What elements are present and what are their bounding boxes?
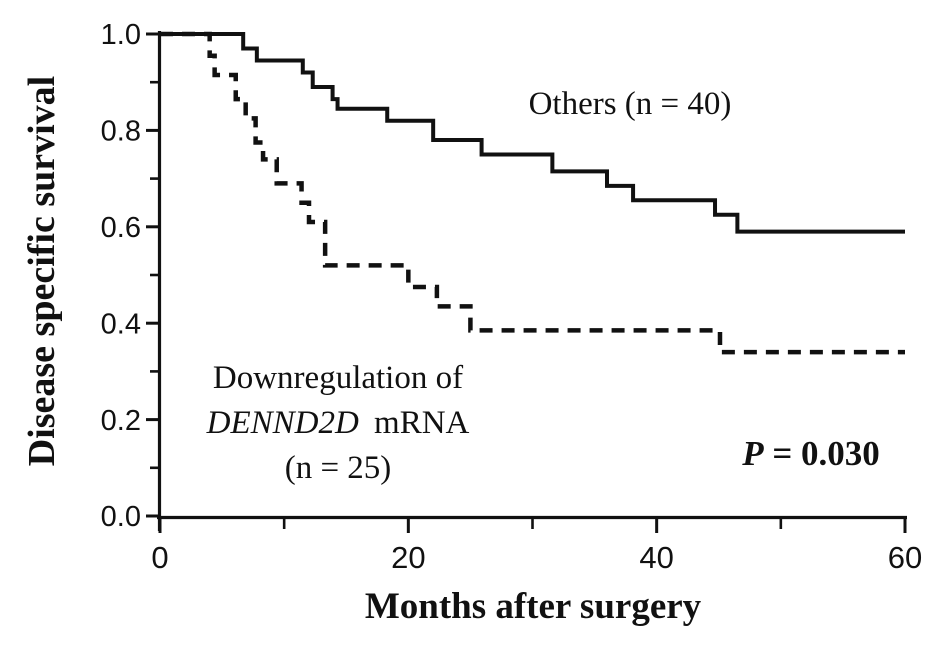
p-value-symbol: P <box>742 434 764 473</box>
y-tick-label: 0.6 <box>101 212 141 244</box>
series-label-downregulation-line2: DENND2D mRNA <box>168 401 508 446</box>
x-tick-label: 0 <box>151 540 168 575</box>
y-tick-label: 0.8 <box>101 116 141 148</box>
gene-name-italic: DENND2D <box>206 405 359 441</box>
y-tick-label: 0.2 <box>101 405 141 437</box>
series-label-downregulation: Downregulation of DENND2D mRNA (n = 25) <box>168 356 508 491</box>
series-label-downregulation-line1: Downregulation of <box>212 360 464 396</box>
y-tick-label: 1.0 <box>101 19 141 51</box>
p-value-number: = 0.030 <box>763 434 880 473</box>
survival-curve-downregulation <box>160 31 905 355</box>
y-tick-label: 0.0 <box>101 501 141 533</box>
x-tick-label: 60 <box>888 540 922 575</box>
x-tick-label: 20 <box>391 540 425 575</box>
y-tick-label: 0.4 <box>101 308 141 340</box>
survival-curve-others <box>160 32 905 234</box>
series-label-downregulation-line2-rest: mRNA <box>365 405 470 441</box>
series-label-downregulation-line3: (n = 25) <box>284 450 392 486</box>
series-label-others: Others (n = 40) <box>528 86 732 122</box>
p-value-annotation: P = 0.030 <box>716 434 906 474</box>
x-axis-title: Months after surgery <box>364 586 702 627</box>
x-tick-label: 40 <box>639 540 673 575</box>
y-axis-title: Disease specific survival <box>21 75 63 467</box>
